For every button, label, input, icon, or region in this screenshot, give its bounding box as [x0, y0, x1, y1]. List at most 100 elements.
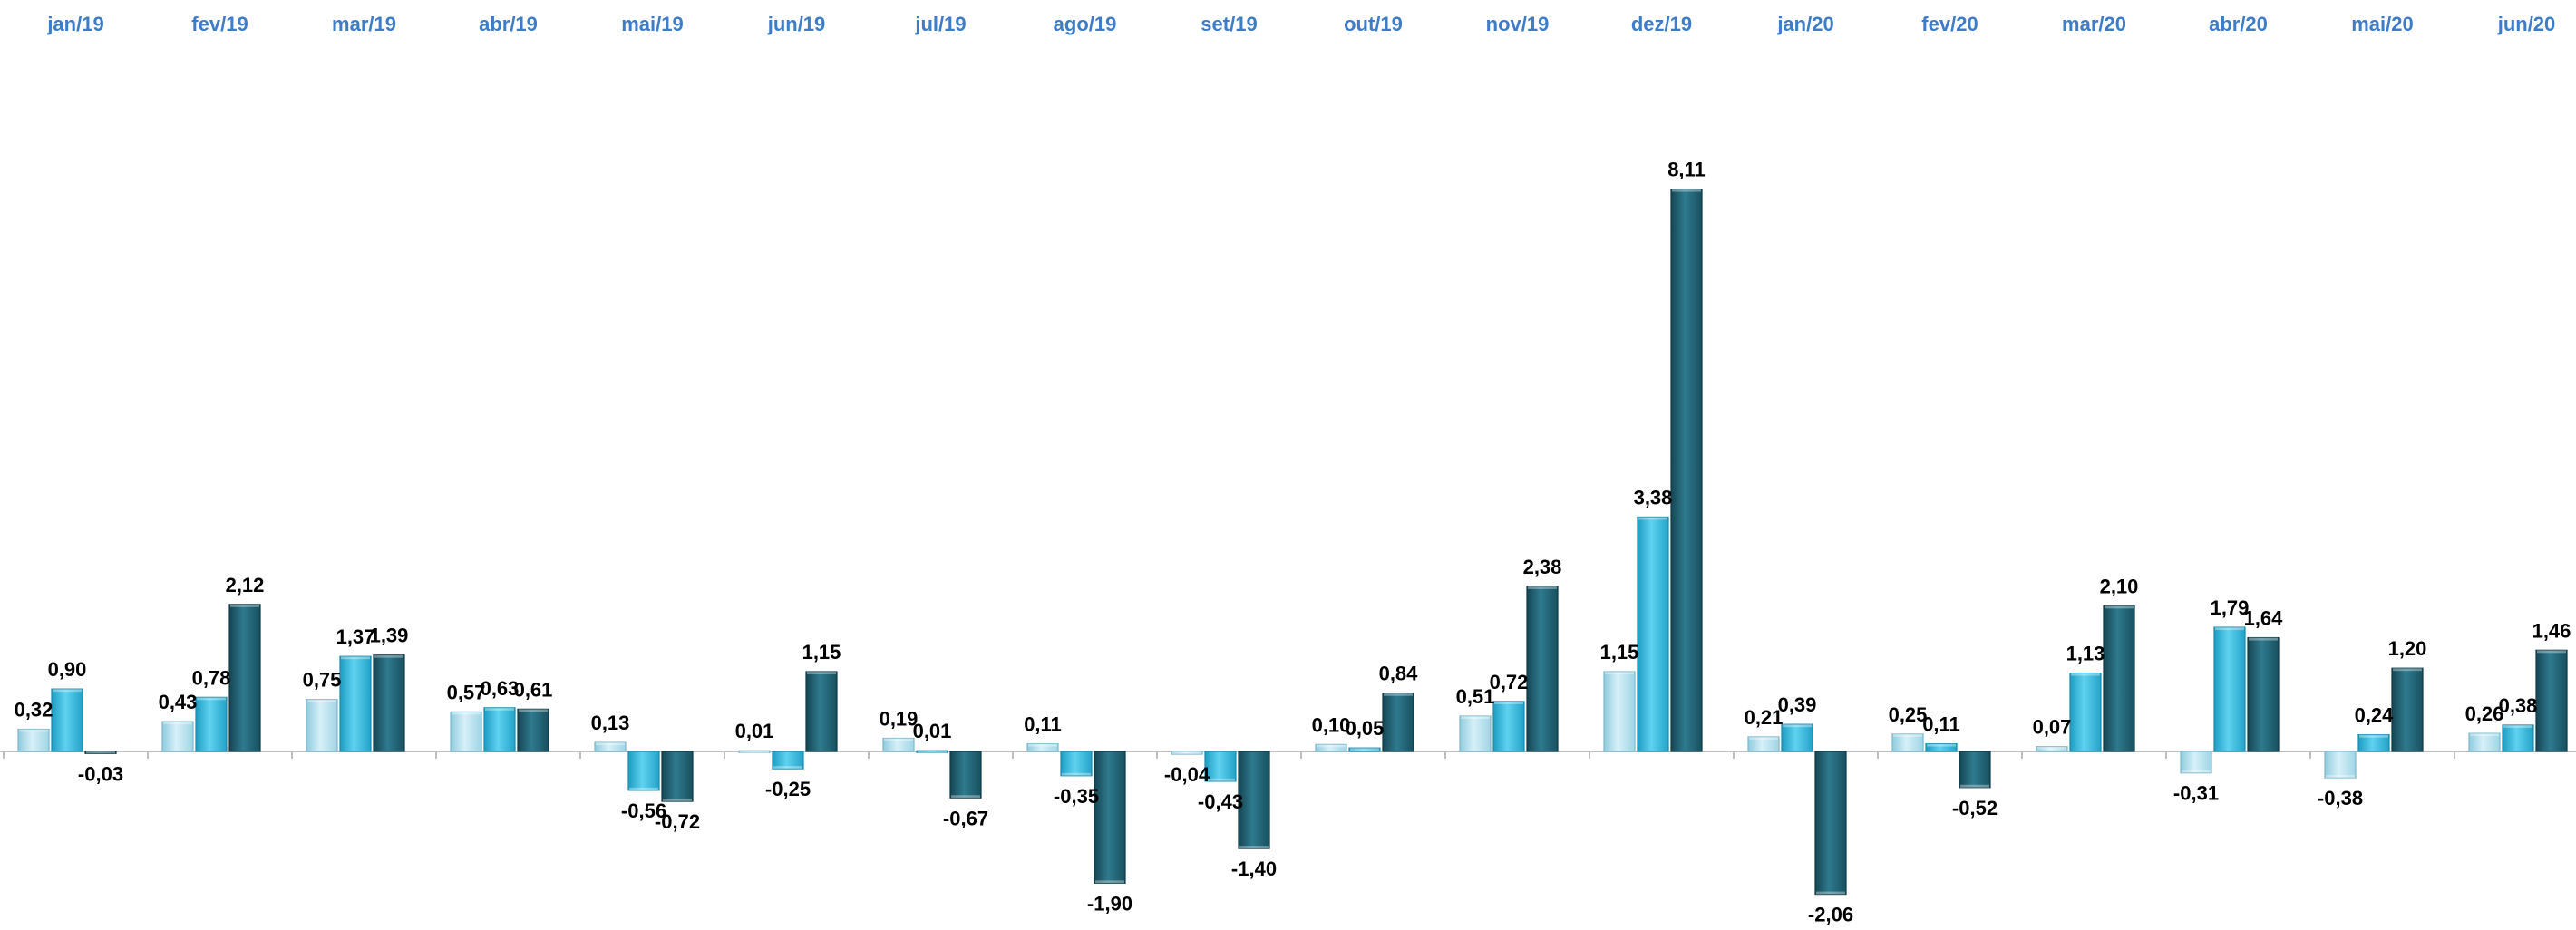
value-label-mar-19-s3: 1,39 [370, 625, 409, 647]
bar-jun-20-s2 [2502, 724, 2534, 752]
value-label-ago-19-s2: -0,35 [1054, 785, 1099, 808]
category-label-jun-20: jun/20 [2497, 13, 2556, 35]
bar-dez-19-s1 [1603, 671, 1636, 752]
bar-cap-jul-19-s1 [884, 738, 913, 741]
value-label-fev-20-s2: 0,11 [1922, 713, 1960, 736]
bar-jun-20-s1 [2468, 732, 2501, 752]
value-label-fev-20-s1: 0,25 [1889, 703, 1928, 726]
bar-cap-jul-19-s3 [951, 795, 980, 799]
bar-jan-20-s3 [1814, 751, 1847, 896]
value-label-mar-20-s1: 0,07 [2033, 716, 2072, 739]
bar-cap-jan-19-s3 [86, 751, 115, 754]
value-label-mar-20-s2: 1,13 [2066, 643, 2105, 665]
bar-cap-dez-19-s1 [1605, 672, 1634, 675]
bar-cap-ago-19-s1 [1028, 743, 1057, 747]
value-label-jul-19-s1: 0,19 [880, 707, 919, 730]
category-label-jun-19: jun/19 [767, 13, 826, 35]
bar-cap-mai-20-s2 [2359, 734, 2388, 738]
bar-cap-ago-19-s2 [1062, 772, 1091, 776]
bar-cap-fev-20-s2 [1927, 743, 1956, 747]
bar-abr-19-s3 [517, 708, 549, 752]
value-label-mar-19-s2: 1,37 [336, 625, 375, 648]
value-label-mai-20-s2: 0,24 [2355, 704, 2395, 727]
bar-cap-jan-20-s2 [1783, 724, 1812, 728]
value-label-nov-19-s3: 2,38 [1523, 556, 1562, 578]
bar-mai-19-s2 [627, 751, 660, 791]
category-label-mar-19: mar/19 [332, 13, 396, 35]
bar-set-19-s1 [1171, 751, 1203, 755]
bar-cap-set-19-s2 [1206, 778, 1235, 781]
bar-mai-19-s3 [661, 751, 694, 802]
bar-fev-19-s1 [161, 721, 194, 752]
value-label-jun-19-s1: 0,01 [735, 720, 774, 742]
value-label-fev-19-s1: 0,43 [159, 691, 198, 713]
bar-mar-19-s1 [306, 699, 338, 752]
bar-cap-fev-19-s1 [163, 722, 192, 725]
bar-fev-19-s2 [195, 696, 228, 752]
value-label-jan-19-s1: 0,32 [15, 699, 53, 722]
value-label-abr-20-s3: 1,64 [2244, 607, 2284, 630]
category-label-jan-20: jan/20 [1776, 13, 1833, 35]
bar-out-19-s2 [1348, 747, 1381, 752]
bar-mar-19-s2 [339, 655, 372, 752]
value-label-jul-19-s3: -0,67 [943, 807, 988, 829]
bar-cap-mai-20-s1 [2326, 775, 2355, 779]
bar-ago-19-s3 [1094, 751, 1126, 884]
value-label-dez-19-s3: 8,11 [1667, 159, 1706, 181]
category-label-fev-19: fev/19 [191, 13, 248, 35]
bar-cap-jun-20-s2 [2503, 724, 2532, 728]
bar-cap-out-19-s1 [1317, 744, 1346, 748]
bar-mai-20-s1 [2324, 751, 2357, 779]
bar-mai-20-s2 [2357, 734, 2390, 752]
bar-abr-19-s2 [483, 707, 516, 752]
value-label-fev-19-s3: 2,12 [226, 574, 265, 596]
bar-mar-20-s3 [2103, 605, 2135, 752]
category-label-fev-20: fev/20 [1921, 13, 1978, 35]
bar-cap-mai-19-s3 [663, 799, 692, 802]
bar-cap-abr-19-s1 [452, 712, 481, 715]
value-label-set-19-s3: -1,40 [1231, 857, 1277, 880]
value-label-abr-19-s2: 0,63 [481, 677, 520, 700]
bar-abr-20-s2 [2213, 626, 2246, 752]
value-label-ago-19-s1: 0,11 [1024, 713, 1062, 736]
bar-set-19-s3 [1238, 751, 1270, 849]
bar-ago-19-s1 [1026, 742, 1059, 752]
value-label-mar-20-s3: 2,10 [2100, 575, 2139, 597]
value-label-out-19-s1: 0,10 [1312, 713, 1351, 736]
bar-fev-20-s1 [1891, 733, 1924, 752]
value-label-jul-19-s2: 0,01 [913, 720, 952, 742]
bar-cap-abr-19-s3 [519, 709, 548, 712]
bar-cap-jun-19-s1 [740, 751, 769, 754]
bar-ago-19-s2 [1060, 751, 1093, 777]
value-label-jan-19-s3: -0,03 [78, 762, 123, 785]
bar-dez-19-s3 [1670, 188, 1703, 752]
bar-cap-jun-20-s3 [2537, 650, 2566, 654]
bar-cap-mar-19-s3 [374, 654, 403, 658]
value-label-mai-20-s1: -0,38 [2318, 787, 2363, 809]
value-label-abr-20-s2: 1,79 [2211, 596, 2250, 619]
bar-cap-nov-19-s3 [1528, 586, 1557, 589]
category-label-jul-19: jul/19 [914, 13, 966, 35]
bar-abr-20-s1 [2180, 751, 2212, 774]
value-label-jun-19-s3: 1,15 [802, 641, 841, 664]
bar-cap-jan-19-s2 [53, 689, 82, 693]
bar-fev-20-s2 [1925, 742, 1958, 752]
bar-cap-fev-19-s3 [230, 604, 259, 607]
bar-cap-out-19-s3 [1384, 693, 1413, 696]
category-label-mai-19: mai/19 [621, 13, 684, 35]
bar-cap-mar-20-s1 [2037, 746, 2066, 750]
bar-mai-19-s1 [594, 741, 627, 752]
bar-cap-jul-19-s2 [918, 751, 947, 754]
bar-cap-dez-19-s3 [1672, 189, 1701, 192]
bar-cap-jun-19-s2 [773, 766, 802, 770]
bar-cap-mai-19-s2 [629, 787, 658, 790]
bar-fev-19-s3 [228, 604, 261, 752]
value-label-mai-19-s3: -0,72 [655, 810, 700, 833]
value-label-out-19-s2: 0,05 [1346, 717, 1385, 740]
value-label-fev-20-s3: -0,52 [1952, 797, 1998, 819]
value-label-abr-19-s3: 0,61 [514, 678, 553, 701]
bar-cap-mar-20-s3 [2105, 605, 2134, 609]
value-label-jun-20-s1: 0,26 [2465, 702, 2504, 725]
bar-cap-nov-19-s1 [1461, 715, 1490, 719]
